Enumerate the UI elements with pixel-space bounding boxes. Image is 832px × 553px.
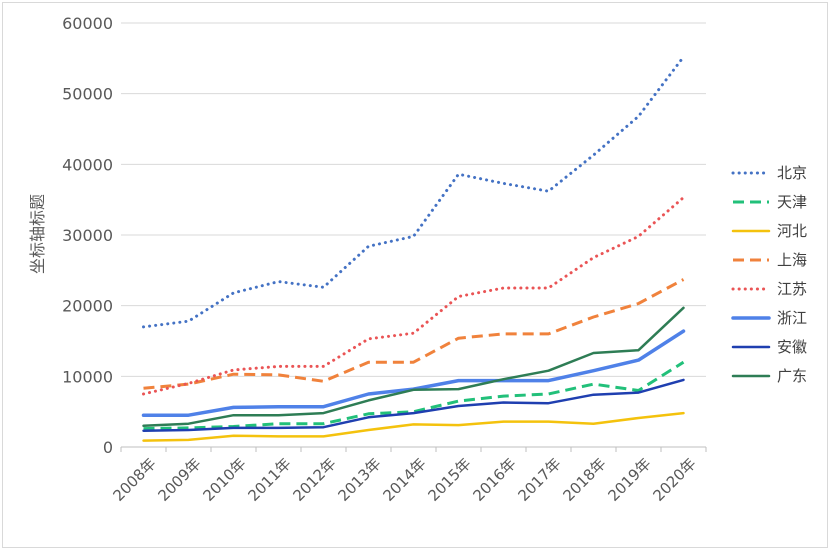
y-tick-label: 50000 <box>62 85 113 104</box>
x-axis-ticks: 2008年2009年2010年2011年2012年2013年2014年2015年… <box>109 447 707 505</box>
x-tick-label: 2018年 <box>559 455 609 505</box>
y-axis-ticks: 0 10000 20000 30000 40000 50000 60000 <box>62 14 113 457</box>
y-tick-label: 60000 <box>62 14 113 33</box>
series-line-5 <box>142 196 685 396</box>
x-tick-label: 2008年 <box>109 455 159 505</box>
legend-label: 天津 <box>777 193 807 211</box>
y-tick-label: 40000 <box>62 155 113 174</box>
x-tick-label: 2020年 <box>649 455 699 505</box>
legend-label: 江苏 <box>777 280 807 298</box>
legend-label: 河北 <box>777 222 807 240</box>
x-tick-label: 2014年 <box>379 455 429 505</box>
x-tick-label: 2010年 <box>199 455 249 505</box>
x-tick-label: 2009年 <box>154 455 204 505</box>
series-line-7 <box>142 378 685 432</box>
series-line-2 <box>143 360 685 431</box>
y-axis-title: 坐标轴标题 <box>28 194 47 274</box>
series-line-4 <box>143 278 685 390</box>
legend-label: 安徽 <box>777 338 807 356</box>
legend-label: 上海 <box>777 251 807 269</box>
y-tick-label: 30000 <box>62 226 113 245</box>
series-line-3 <box>142 411 685 442</box>
series-lines <box>141 55 686 442</box>
legend-label: 北京 <box>777 164 807 182</box>
x-tick-label: 2012年 <box>289 455 339 505</box>
y-tick-label: 0 <box>103 438 113 457</box>
x-tick-label: 2019年 <box>604 455 654 505</box>
x-tick-label: 2015年 <box>424 455 474 505</box>
x-tick-label: 2016年 <box>469 455 519 505</box>
x-tick-label: 2017年 <box>514 455 564 505</box>
y-tick-label: 10000 <box>62 367 113 386</box>
legend-label: 浙江 <box>777 309 807 327</box>
line-chart: 0 10000 20000 30000 40000 50000 60000 2008年200… <box>28 14 807 505</box>
series-line-8 <box>142 306 685 428</box>
x-tick-label: 2013年 <box>334 455 384 505</box>
y-tick-label: 20000 <box>62 297 113 316</box>
legend-label: 广东 <box>777 367 807 385</box>
x-tick-label: 2011年 <box>244 455 294 505</box>
series-line-1 <box>142 55 685 329</box>
series-line-6 <box>141 329 686 417</box>
